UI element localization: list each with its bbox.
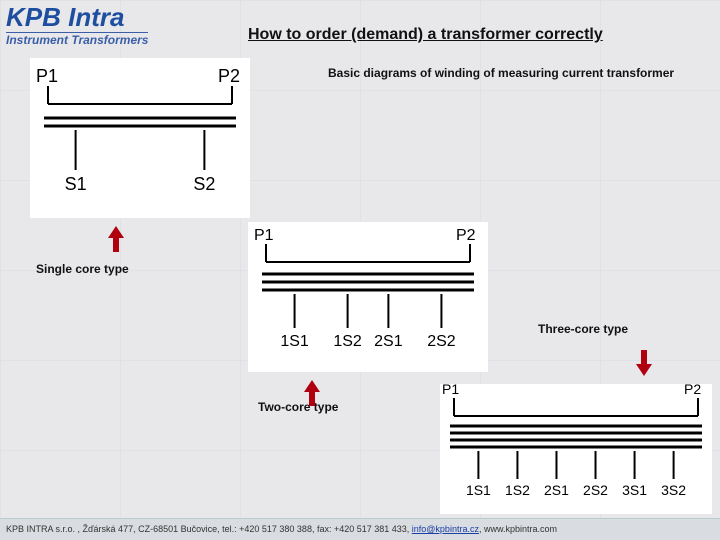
pointer-arrow-two [304,380,320,411]
svg-text:2S1: 2S1 [544,482,569,498]
svg-text:S2: S2 [193,174,215,194]
svg-text:3S2: 3S2 [661,482,686,498]
pointer-arrow-three [636,350,652,381]
pointer-arrow-single [108,226,124,257]
page-title: How to order (demand) a transformer corr… [248,26,603,44]
svg-text:2S1: 2S1 [374,333,403,350]
svg-text:1S1: 1S1 [280,333,309,350]
diagram-two-core: P1 P2 1S1 1S2 2S1 2S2 [248,222,488,372]
svg-text:1S2: 1S2 [333,333,362,350]
brand-name: KPB Intra [6,2,124,32]
svg-text:1S1: 1S1 [466,482,491,498]
svg-text:P1: P1 [254,227,274,244]
diagram-single-core: P1 P2 S1 S2 [30,58,250,218]
svg-text:1S2: 1S2 [505,482,530,498]
brand-logo: KPB Intra Instrument Transformers [6,4,148,46]
diagram-three-core: P1 P2 1S1 1S2 2S1 2S2 3S1 3S2 [440,384,712,514]
svg-text:P1: P1 [36,66,58,86]
svg-text:2S2: 2S2 [583,482,608,498]
footer-rest: , www.kpbintra.com [479,524,557,534]
brand-tagline: Instrument Transformers [6,32,148,46]
svg-text:P1: P1 [442,384,459,397]
svg-text:P2: P2 [456,227,476,244]
svg-text:S1: S1 [65,174,87,194]
caption-single: Single core type [36,262,129,276]
svg-text:P2: P2 [684,384,701,397]
footer-email-link[interactable]: info@kpbintra.cz [412,524,479,534]
svg-text:P2: P2 [218,66,240,86]
footer-company: KPB INTRA s.r.o. , Žďárská 477, CZ-68501… [6,524,412,534]
svg-text:3S1: 3S1 [622,482,647,498]
svg-text:2S2: 2S2 [427,333,456,350]
caption-three: Three-core type [538,322,628,336]
footer: KPB INTRA s.r.o. , Žďárská 477, CZ-68501… [0,518,720,540]
caption-two: Two-core type [258,400,338,414]
page-subtitle: Basic diagrams of winding of measuring c… [328,66,674,80]
